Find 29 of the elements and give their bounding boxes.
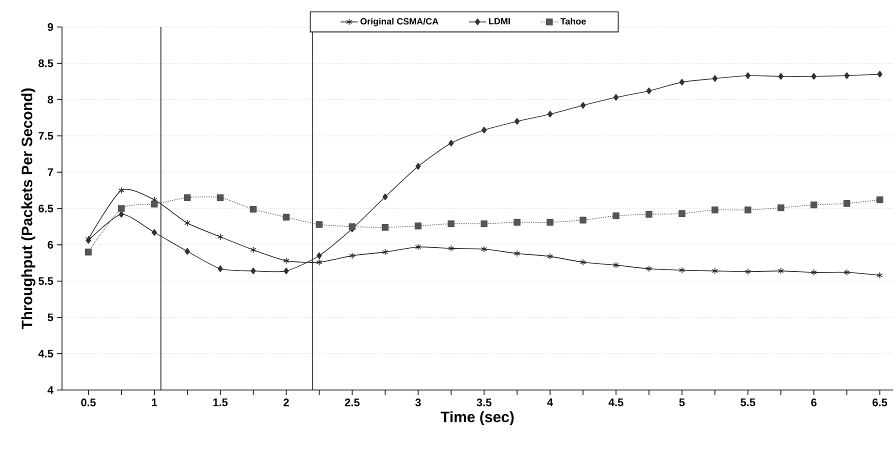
- x-tick-label: 3.5: [476, 398, 492, 406]
- x-tick-label: 2: [284, 398, 289, 406]
- legend-label: LDMI: [489, 18, 510, 24]
- x-tick-label: 0.5: [81, 398, 96, 406]
- x-tick-label: 2.5: [344, 398, 360, 406]
- x-tick-label: 1: [152, 398, 158, 406]
- y-tick-label: 6: [48, 240, 54, 249]
- x-tick-label: 6.5: [872, 398, 888, 406]
- y-tick-label: 5.5: [38, 277, 54, 285]
- x-tick-label: 6: [811, 398, 817, 406]
- legend-label: Original CSMA/CA: [360, 18, 438, 26]
- x-tick-label: 5: [679, 398, 685, 406]
- x-tick-label: 5.5: [740, 398, 756, 406]
- y-tick-label: 8.5: [38, 59, 54, 68]
- legend-label: Tahoe: [560, 18, 586, 25]
- y-tick-label: 4.5: [38, 350, 54, 358]
- y-tick-label: 7: [48, 168, 53, 176]
- y-tick-label: 6.5: [38, 204, 54, 212]
- y-axis-title: Throughput (Packets Per Second): [21, 88, 36, 330]
- y-tick-label: 4: [48, 386, 54, 394]
- y-tick-label: 8: [48, 96, 54, 104]
- y-tick-label: 9: [48, 23, 54, 31]
- x-tick-label: 3: [415, 398, 421, 406]
- x-tick-label: 1.5: [213, 398, 228, 406]
- x-tick-label: 4.5: [608, 398, 624, 406]
- y-tick-label: 7.5: [38, 132, 54, 140]
- x-axis-title: Time (sec): [440, 411, 514, 426]
- x-tick-label: 4: [547, 398, 554, 406]
- y-tick-label: 5: [48, 314, 54, 322]
